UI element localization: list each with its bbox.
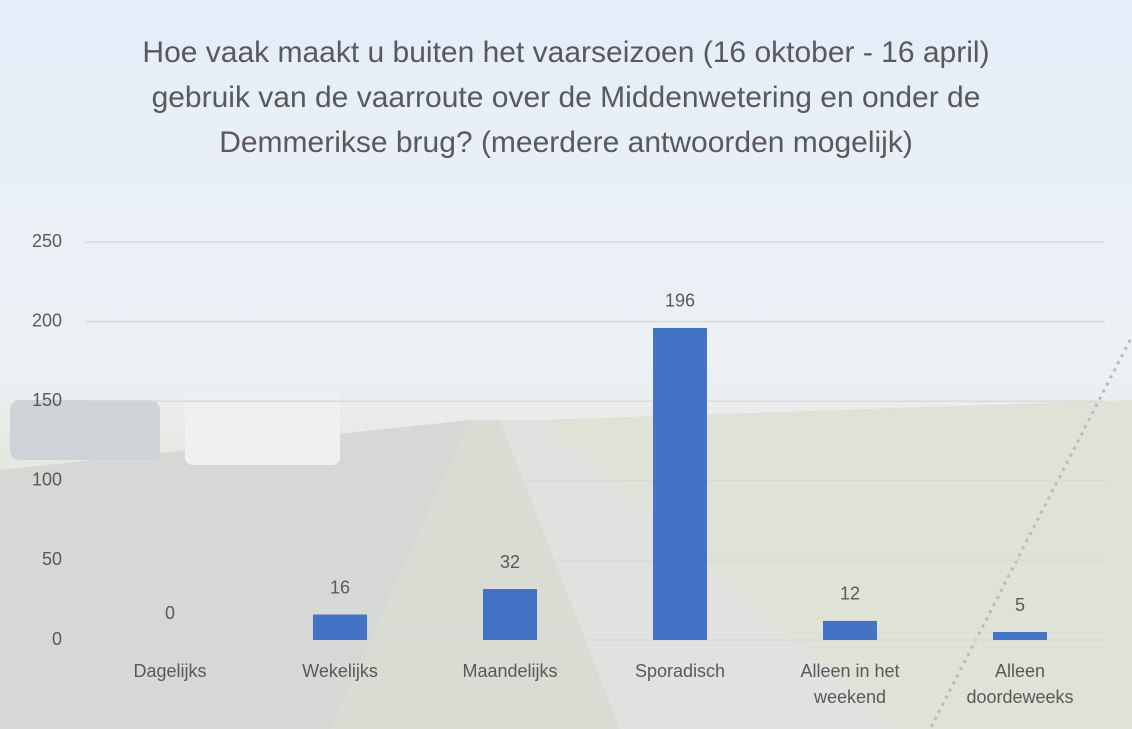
verge <box>330 420 620 729</box>
x-tick-label: Dagelijks <box>133 661 207 681</box>
y-tick-label: 0 <box>52 629 62 649</box>
y-tick-label: 150 <box>32 390 62 410</box>
x-tick-label: Alleen doordeweeks <box>966 661 1074 707</box>
y-tick-label: 50 <box>42 549 62 569</box>
data-label: 196 <box>665 291 695 311</box>
dotted-line <box>928 339 1132 729</box>
x-tick-label: Wekelijks <box>302 661 378 681</box>
data-label: 0 <box>165 603 175 623</box>
data-label: 32 <box>500 552 520 572</box>
data-label: 12 <box>840 584 860 604</box>
road <box>0 420 470 729</box>
bar <box>653 327 707 640</box>
bar <box>313 614 367 640</box>
bar <box>993 632 1047 640</box>
x-tick-label: Sporadisch <box>634 661 726 681</box>
bar <box>823 620 877 640</box>
x-tick-label: Maandelijks <box>462 661 558 681</box>
y-tick-label: 100 <box>32 470 62 490</box>
x-tick-label: Alleen in het weekend <box>800 661 900 707</box>
truck <box>185 390 340 465</box>
data-label: 5 <box>1015 595 1025 615</box>
car <box>10 400 160 460</box>
chart-title: Hoe vaak maakt u buiten het vaarseizoen … <box>142 36 990 159</box>
y-tick-label: 200 <box>32 310 62 330</box>
y-tick-label: 250 <box>32 231 62 251</box>
data-label: 16 <box>330 577 350 597</box>
bar <box>483 589 537 640</box>
